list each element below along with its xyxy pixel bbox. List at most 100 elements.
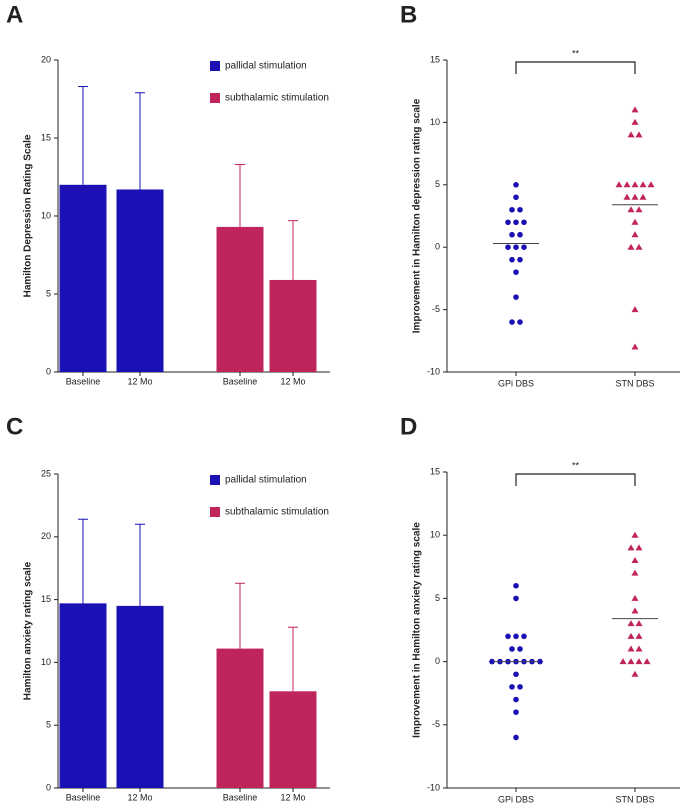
point (631, 343, 639, 350)
point (639, 193, 647, 200)
x-tick-label: STN DBS (615, 794, 654, 804)
legend-label: pallidal stimulation (225, 475, 307, 486)
point (517, 256, 523, 263)
point (635, 206, 643, 213)
y-tick-label: 0 (46, 366, 51, 376)
point (627, 544, 635, 551)
point (627, 131, 635, 138)
x-tick-label: Baseline (223, 792, 258, 802)
point (623, 193, 631, 200)
point (505, 219, 511, 226)
point (627, 243, 635, 250)
x-tick-label: 12 Mo (280, 376, 305, 386)
y-tick-label: 25 (41, 468, 51, 478)
point (505, 244, 511, 250)
legend-swatch (210, 61, 220, 71)
y-tick-label: 10 (41, 210, 51, 220)
y-tick-label: -5 (432, 719, 440, 729)
point (513, 671, 519, 678)
annotation: ** (572, 48, 580, 58)
point (631, 556, 639, 563)
point (627, 645, 635, 652)
point (647, 181, 655, 188)
point (615, 181, 623, 188)
point (631, 118, 639, 125)
point (513, 633, 519, 640)
bar (116, 605, 164, 788)
point (513, 294, 519, 300)
y-axis-label: Improvement in Hamilton depression ratin… (412, 98, 423, 333)
y-axis-label: Improvement in Hamilton anxiety rating s… (412, 522, 423, 738)
point (627, 620, 635, 627)
y-tick-label: 5 (46, 288, 51, 298)
bar (59, 603, 107, 788)
bar (116, 189, 164, 372)
point (631, 670, 639, 677)
legend-swatch (210, 507, 220, 517)
y-tick-label: 0 (435, 656, 440, 666)
y-tick-label: -5 (432, 304, 440, 314)
legend-swatch (210, 93, 220, 103)
point (635, 658, 643, 665)
point (643, 658, 651, 665)
legend-swatch (210, 475, 220, 485)
point (513, 182, 519, 188)
bar (59, 184, 107, 372)
point (489, 658, 495, 665)
point (517, 684, 523, 690)
panel-label: D (400, 413, 417, 440)
point (631, 193, 639, 200)
point (513, 709, 519, 715)
x-tick-label: Baseline (66, 376, 101, 386)
point (631, 594, 639, 601)
point (639, 181, 647, 188)
point (627, 632, 635, 639)
x-tick-label: Baseline (223, 376, 258, 386)
point (635, 243, 643, 250)
point (631, 181, 639, 188)
point (513, 219, 519, 226)
point (631, 569, 639, 576)
point (521, 633, 527, 640)
y-tick-label: 10 (430, 117, 440, 127)
y-axis-label: Hamilton Depression Rating Scale (23, 134, 34, 297)
legend-label: pallidal stimulation (225, 61, 307, 72)
y-tick-label: 5 (435, 593, 440, 603)
point (517, 231, 523, 238)
y-tick-label: 20 (41, 54, 51, 64)
legend-label: subthalamic stimulation (225, 507, 329, 518)
panel-label: A (6, 1, 23, 28)
point (513, 734, 519, 741)
point (635, 620, 643, 627)
point (635, 645, 643, 652)
significance-bracket (515, 473, 636, 486)
x-tick-label: 12 Mo (127, 376, 152, 386)
bar (269, 279, 317, 372)
point (513, 269, 519, 275)
point (505, 633, 511, 640)
x-tick-label: 12 Mo (127, 792, 152, 802)
panel-label: B (400, 1, 417, 28)
point (635, 544, 643, 551)
point (509, 319, 515, 325)
point (631, 306, 639, 313)
y-tick-label: -10 (427, 782, 440, 792)
point (537, 658, 543, 665)
point (509, 646, 515, 652)
point (517, 206, 523, 213)
point (513, 244, 519, 250)
point (631, 106, 639, 113)
y-tick-label: 15 (430, 466, 440, 476)
point (619, 658, 627, 665)
point (521, 219, 527, 226)
panel-label: C (6, 413, 23, 440)
x-tick-label: GPi DBS (498, 378, 534, 388)
point (623, 181, 631, 188)
y-tick-label: 5 (435, 179, 440, 189)
y-tick-label: 10 (430, 530, 440, 540)
y-tick-label: 10 (41, 657, 51, 667)
point (509, 684, 515, 690)
y-tick-label: -10 (427, 366, 440, 376)
point (517, 646, 523, 652)
